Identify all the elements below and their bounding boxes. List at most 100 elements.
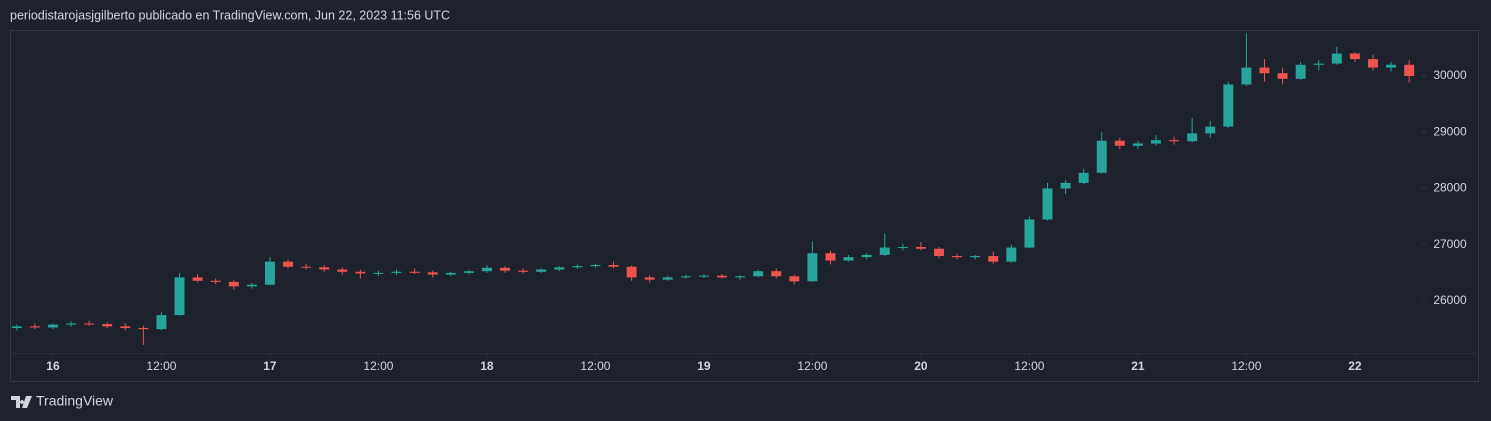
candle-body	[1151, 140, 1161, 144]
y-tick-label: 28000	[1433, 181, 1467, 195]
candle-body	[463, 271, 474, 273]
candle-body	[156, 315, 167, 330]
candle-body	[861, 254, 872, 258]
candle-body	[47, 324, 58, 328]
x-tick-label: 12:00	[146, 359, 176, 373]
candle-body	[1404, 64, 1415, 77]
candle-body	[1223, 84, 1234, 127]
candle-body	[1205, 126, 1216, 134]
candle-body	[1277, 73, 1288, 79]
candle-body	[120, 326, 131, 329]
candle-body	[789, 276, 800, 282]
candle-body	[753, 271, 764, 277]
x-tick-label: 12:00	[1231, 359, 1261, 373]
candle-body	[301, 266, 312, 268]
candle-body	[1096, 140, 1107, 173]
x-tick-label: 18	[480, 359, 494, 373]
candle-body	[590, 265, 601, 267]
x-tick-label: 21	[1131, 359, 1145, 373]
candle-body	[11, 326, 22, 329]
candle-body	[1169, 140, 1180, 142]
candle-body	[1187, 133, 1198, 142]
candle-body	[1006, 247, 1017, 262]
candle-body	[264, 261, 275, 285]
candle-body	[698, 275, 709, 277]
candle-body	[680, 276, 691, 278]
x-tick-label: 20	[914, 359, 928, 373]
candle-body	[1331, 53, 1342, 64]
x-tick-label: 19	[697, 359, 711, 373]
candle-body	[554, 267, 565, 270]
candle-body	[825, 253, 836, 261]
candle-body	[391, 271, 402, 273]
candle-body	[1042, 188, 1053, 220]
candle-body	[319, 267, 330, 270]
candle-body	[1368, 59, 1378, 68]
candle-body	[843, 257, 854, 261]
candle-body	[481, 267, 492, 272]
candle-body	[608, 265, 619, 267]
candle-body	[445, 272, 456, 275]
candle-body	[771, 271, 782, 277]
x-tick-label: 16	[46, 359, 60, 373]
x-tick-label: 22	[1348, 359, 1362, 373]
x-tick-label: 12:00	[797, 359, 827, 373]
candle-body	[807, 253, 818, 282]
x-tick-label: 17	[263, 359, 277, 373]
candle-body	[138, 328, 149, 330]
candle-body	[1349, 53, 1360, 60]
candle-body	[29, 326, 40, 328]
candle-body	[283, 261, 293, 267]
x-tick-label: 12:00	[363, 359, 393, 373]
candle-body	[1313, 63, 1324, 65]
candle-body	[427, 272, 438, 275]
candle-body	[1060, 182, 1071, 189]
candle-body	[1241, 67, 1252, 85]
candle-body	[662, 277, 673, 280]
candle-body	[84, 323, 95, 325]
candle-body	[1132, 143, 1143, 146]
candle-body	[518, 270, 529, 272]
x-tick-label: 12:00	[580, 359, 610, 373]
candle-body	[572, 266, 583, 268]
y-tick-label: 26000	[1433, 293, 1467, 307]
candle-body	[952, 256, 963, 258]
candle-body	[102, 324, 113, 327]
candle-body	[409, 271, 420, 273]
plot-border	[10, 30, 1479, 382]
candle-body	[1114, 140, 1125, 146]
candle-body	[246, 284, 257, 287]
candle-body	[174, 277, 185, 316]
y-tick-label: 27000	[1433, 237, 1467, 251]
tradingview-logo	[11, 396, 32, 408]
candle-body	[879, 247, 890, 255]
y-tick-label: 29000	[1433, 124, 1467, 138]
candle-body	[717, 275, 727, 278]
watermark: TradingView	[36, 393, 114, 409]
candle-body	[1386, 64, 1397, 68]
candle-body	[192, 277, 203, 281]
candle-body	[988, 256, 999, 262]
candle-body	[337, 269, 348, 272]
candle-body	[626, 266, 637, 278]
candle-body	[1295, 64, 1306, 79]
candle-body	[66, 323, 77, 325]
candle-body	[210, 280, 221, 282]
x-tick-label: 12:00	[1014, 359, 1044, 373]
candle-body	[228, 281, 239, 287]
candle-body	[536, 269, 547, 272]
candle-body	[934, 248, 944, 257]
candle-body	[500, 267, 510, 271]
candle-body	[373, 272, 384, 274]
candle-body	[735, 276, 746, 278]
candle-body	[970, 256, 981, 258]
candle-body	[355, 271, 366, 274]
candle-body	[1078, 172, 1089, 183]
candle-body	[1024, 219, 1035, 248]
candle-body	[1259, 67, 1270, 74]
y-tick-label: 30000	[1433, 68, 1467, 82]
chart-title: periodistarojasjgilberto publicado en Tr…	[10, 8, 450, 22]
candle-body	[915, 247, 926, 249]
